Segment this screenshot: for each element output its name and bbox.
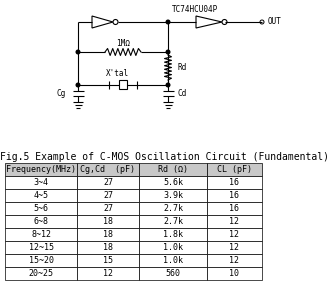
Text: 3~4: 3~4: [33, 178, 49, 187]
Text: 12: 12: [229, 217, 240, 226]
Text: 2.7k: 2.7k: [163, 217, 183, 226]
Bar: [139, 163, 207, 176]
Bar: [139, 254, 207, 267]
Circle shape: [76, 50, 80, 54]
Bar: [207, 228, 262, 241]
Bar: [77, 267, 139, 280]
Text: 12: 12: [103, 269, 113, 278]
Text: 1.8k: 1.8k: [163, 230, 183, 239]
Bar: [77, 176, 139, 189]
Text: 5~6: 5~6: [33, 204, 49, 213]
Text: Frequency(MHz): Frequency(MHz): [6, 165, 76, 174]
Text: Cd: Cd: [178, 89, 187, 98]
Text: 18: 18: [103, 230, 113, 239]
Bar: [77, 189, 139, 202]
Bar: [77, 254, 139, 267]
Text: 15~20: 15~20: [28, 256, 54, 265]
Text: 12: 12: [229, 230, 240, 239]
Text: 4~5: 4~5: [33, 191, 49, 200]
Bar: [207, 189, 262, 202]
Text: X'tal: X'tal: [107, 69, 129, 77]
Bar: [77, 241, 139, 254]
Text: 560: 560: [166, 269, 180, 278]
Bar: [5, 163, 77, 176]
Text: 1MΩ: 1MΩ: [116, 39, 130, 48]
Text: 5.6k: 5.6k: [163, 178, 183, 187]
Bar: [139, 176, 207, 189]
Text: Rd (Ω): Rd (Ω): [158, 165, 188, 174]
Text: 8~12: 8~12: [31, 230, 51, 239]
Bar: [77, 228, 139, 241]
Text: 12~15: 12~15: [28, 243, 54, 252]
Text: 6~8: 6~8: [33, 217, 49, 226]
Text: CL (pF): CL (pF): [217, 165, 252, 174]
Text: 16: 16: [229, 204, 240, 213]
Bar: [5, 189, 77, 202]
Text: 27: 27: [103, 178, 113, 187]
Text: Cg,Cd  (pF): Cg,Cd (pF): [80, 165, 135, 174]
Bar: [77, 202, 139, 215]
Bar: [5, 215, 77, 228]
Text: Cg: Cg: [57, 89, 66, 98]
Text: 12: 12: [229, 243, 240, 252]
Bar: [5, 228, 77, 241]
Bar: [77, 163, 139, 176]
Bar: [139, 189, 207, 202]
Bar: [5, 254, 77, 267]
Text: 16: 16: [229, 178, 240, 187]
Circle shape: [166, 20, 170, 24]
Text: 20~25: 20~25: [28, 269, 54, 278]
Text: 1.0k: 1.0k: [163, 256, 183, 265]
Bar: [207, 163, 262, 176]
Bar: [207, 241, 262, 254]
Text: 18: 18: [103, 243, 113, 252]
Text: 18: 18: [103, 217, 113, 226]
Bar: [5, 202, 77, 215]
Bar: [139, 202, 207, 215]
Bar: [77, 215, 139, 228]
Bar: [5, 176, 77, 189]
Circle shape: [166, 83, 170, 87]
Text: 27: 27: [103, 191, 113, 200]
Bar: [207, 176, 262, 189]
Text: Rd: Rd: [177, 63, 186, 72]
Bar: [139, 215, 207, 228]
Bar: [139, 228, 207, 241]
Circle shape: [166, 50, 170, 54]
Bar: [207, 254, 262, 267]
Bar: [139, 267, 207, 280]
Text: 10: 10: [229, 269, 240, 278]
Bar: [139, 241, 207, 254]
Text: 1.0k: 1.0k: [163, 243, 183, 252]
Bar: [5, 241, 77, 254]
Text: 16: 16: [229, 191, 240, 200]
Text: 15: 15: [103, 256, 113, 265]
Text: TC74HCU04P: TC74HCU04P: [172, 6, 218, 15]
Bar: [207, 267, 262, 280]
Bar: [119, 80, 127, 89]
Text: OUT: OUT: [268, 18, 282, 27]
Text: 3.9k: 3.9k: [163, 191, 183, 200]
Bar: [5, 267, 77, 280]
Text: 27: 27: [103, 204, 113, 213]
Text: Fig.5 Example of C-MOS Oscillation Circuit (Fundamental): Fig.5 Example of C-MOS Oscillation Circu…: [1, 152, 329, 162]
Circle shape: [76, 83, 80, 87]
Text: 2.7k: 2.7k: [163, 204, 183, 213]
Bar: [207, 215, 262, 228]
Text: 12: 12: [229, 256, 240, 265]
Bar: [207, 202, 262, 215]
